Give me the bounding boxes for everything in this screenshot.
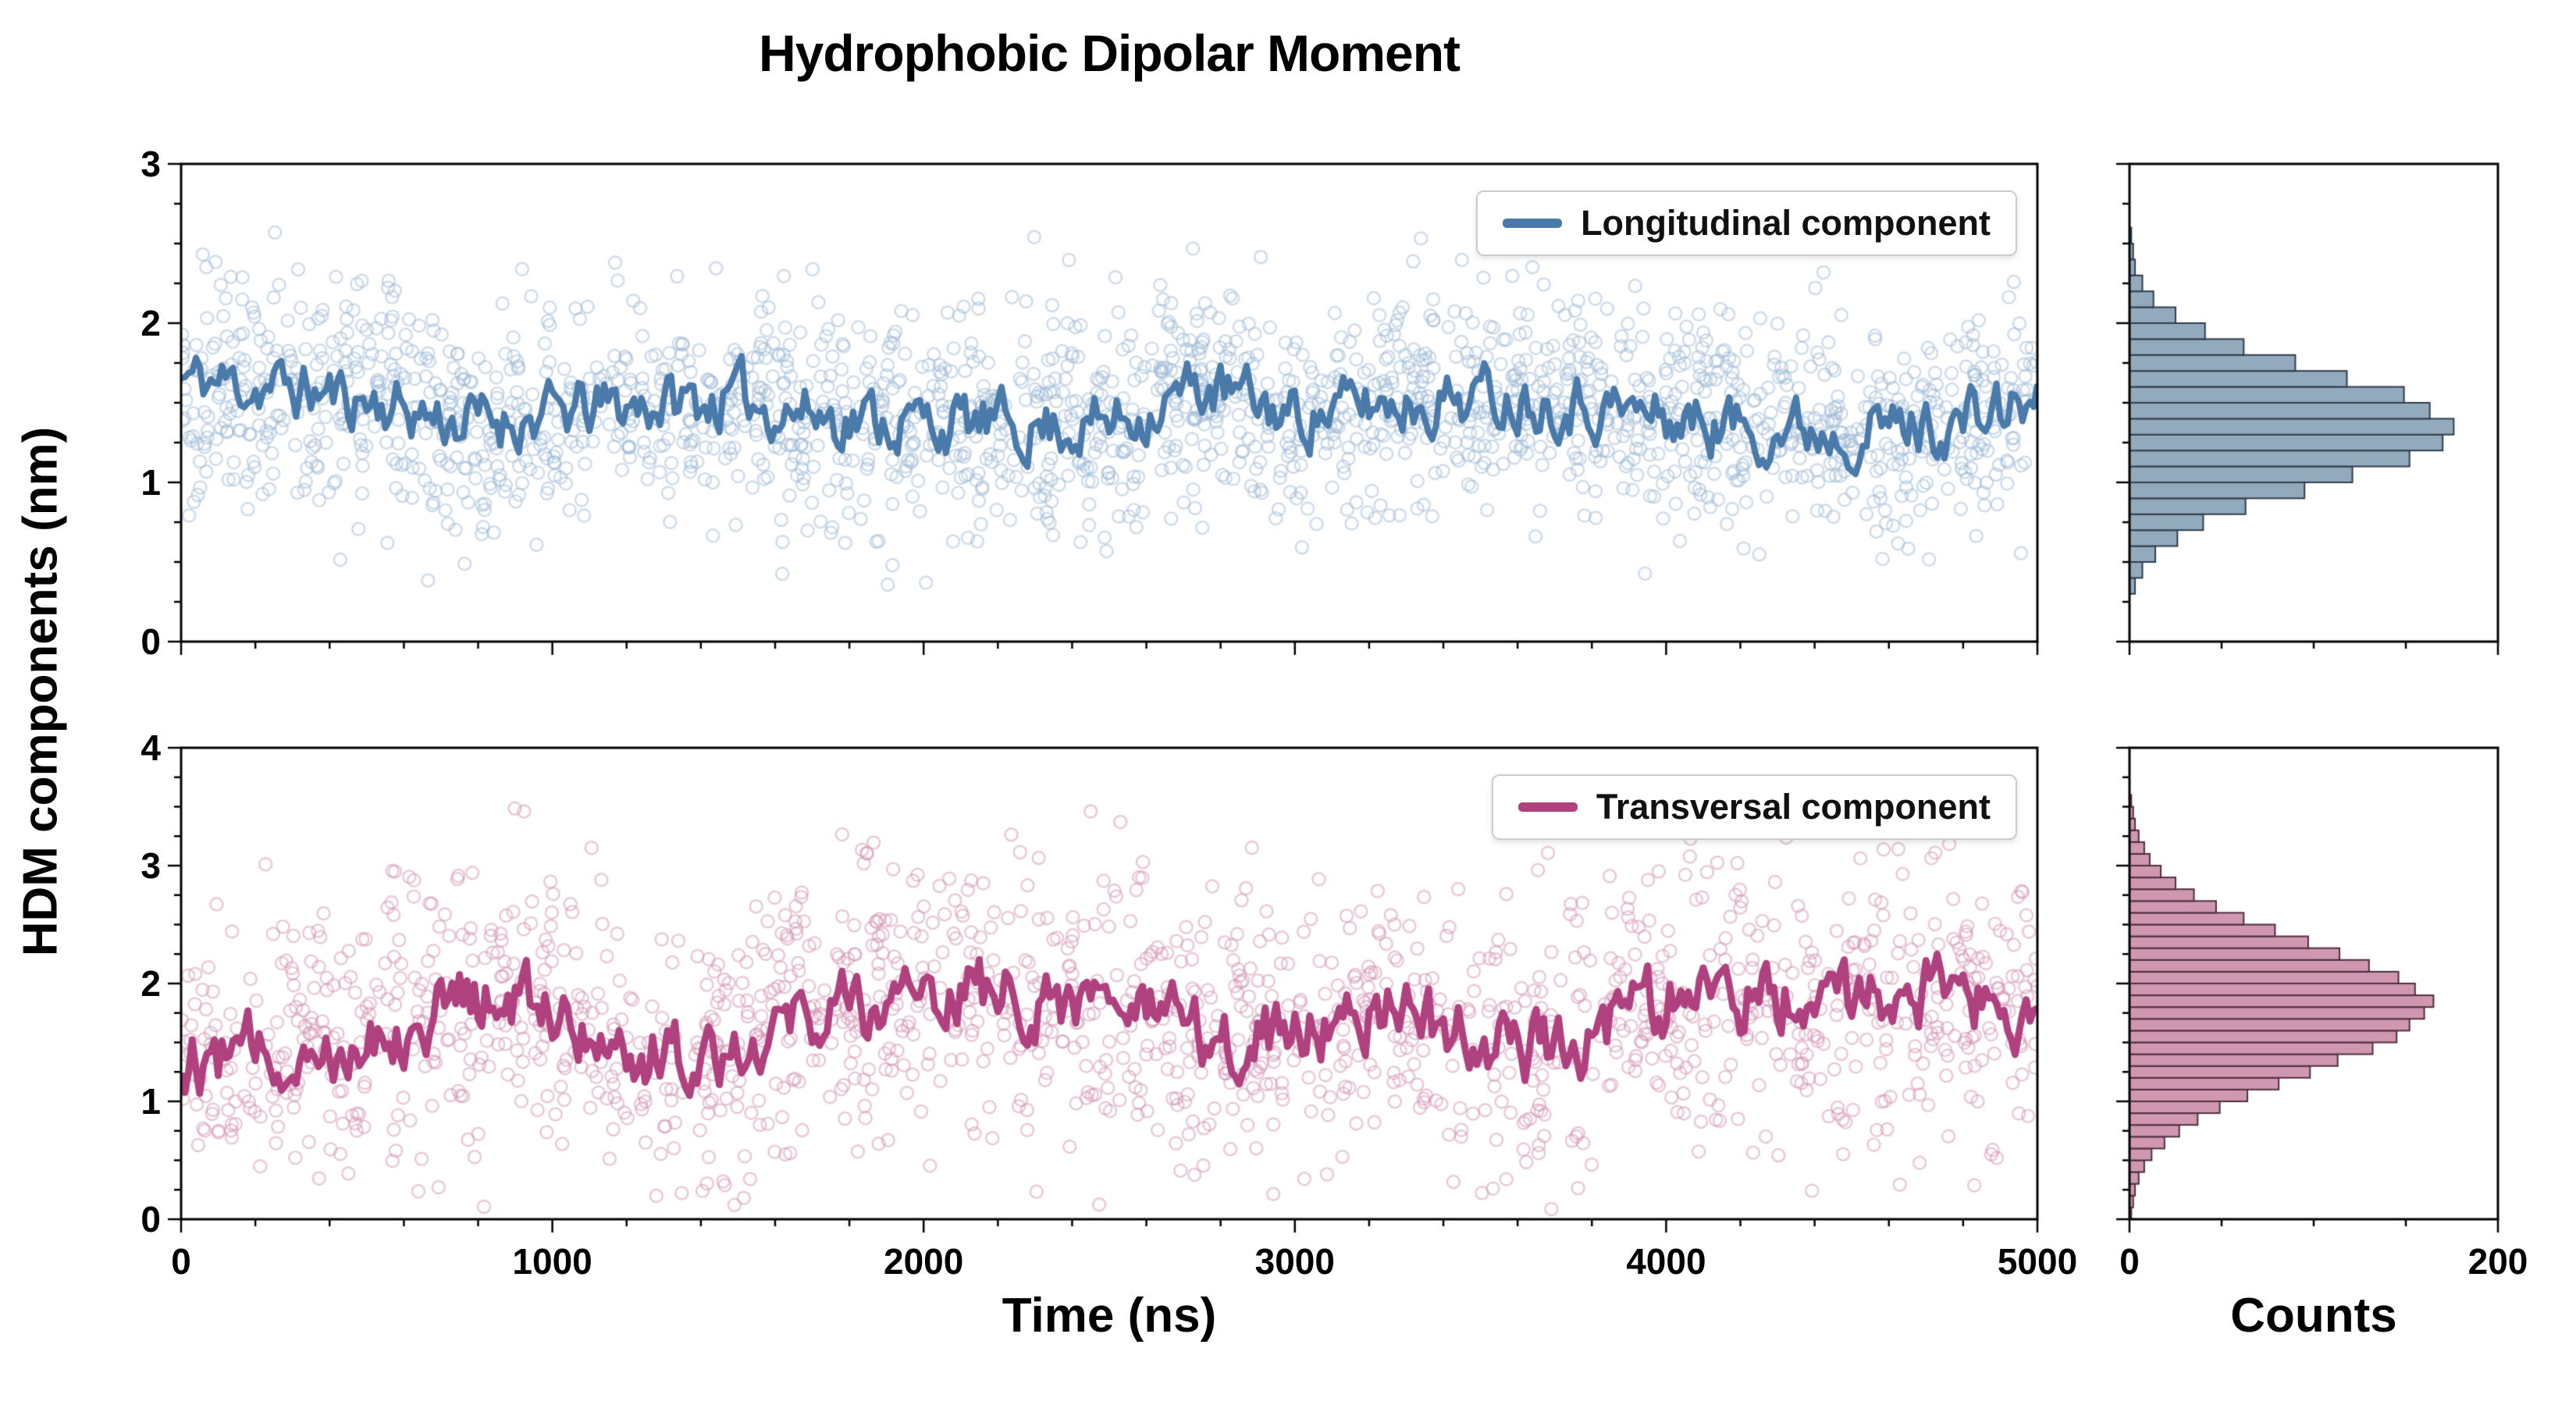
y-tick-label: 2 [141, 963, 161, 1004]
y-tick-label: 4 [141, 727, 161, 768]
longitudinal-histogram-canvas [2095, 130, 2532, 676]
transversal-histogram-canvas [2095, 713, 2532, 1254]
x-axis-label: Time (ns) [1002, 1289, 1217, 1343]
y-tick-label: 0 [141, 621, 161, 662]
y-tick-label: 0 [141, 1199, 161, 1240]
legend-transversal: Transversal component [1491, 774, 2017, 840]
x-tick-label: 3000 [1254, 1241, 1335, 1282]
y-tick-label: 3 [141, 845, 161, 886]
y-tick-label: 1 [141, 462, 161, 503]
y-tick-label: 2 [141, 303, 161, 343]
legend-line-swatch-longitudinal [1503, 219, 1563, 228]
legend-line-swatch-transversal [1517, 802, 1578, 812]
counts-tick-label: 200 [2467, 1241, 2528, 1282]
x-tick-label: 4000 [1626, 1241, 1706, 1282]
counts-tick-label: 0 [2119, 1241, 2140, 1282]
legend-label-transversal: Transversal component [1596, 787, 1991, 827]
x-tick-label: 1000 [512, 1241, 592, 1282]
x-tick-label: 0 [171, 1241, 191, 1282]
y-tick-label: 1 [141, 1081, 161, 1122]
x-tick-label: 2000 [884, 1241, 964, 1282]
counts-axis-label: Counts [2230, 1289, 2397, 1343]
legend-longitudinal: Longitudinal component [1476, 190, 2017, 256]
x-tick-label: 5000 [1997, 1241, 2078, 1282]
y-tick-label: 3 [141, 144, 161, 184]
y-axis-label: HDM components (nm) [13, 426, 68, 957]
chart-title: Hydrophobic Dipolar Moment [759, 24, 1461, 82]
legend-label-longitudinal: Longitudinal component [1581, 203, 1991, 243]
